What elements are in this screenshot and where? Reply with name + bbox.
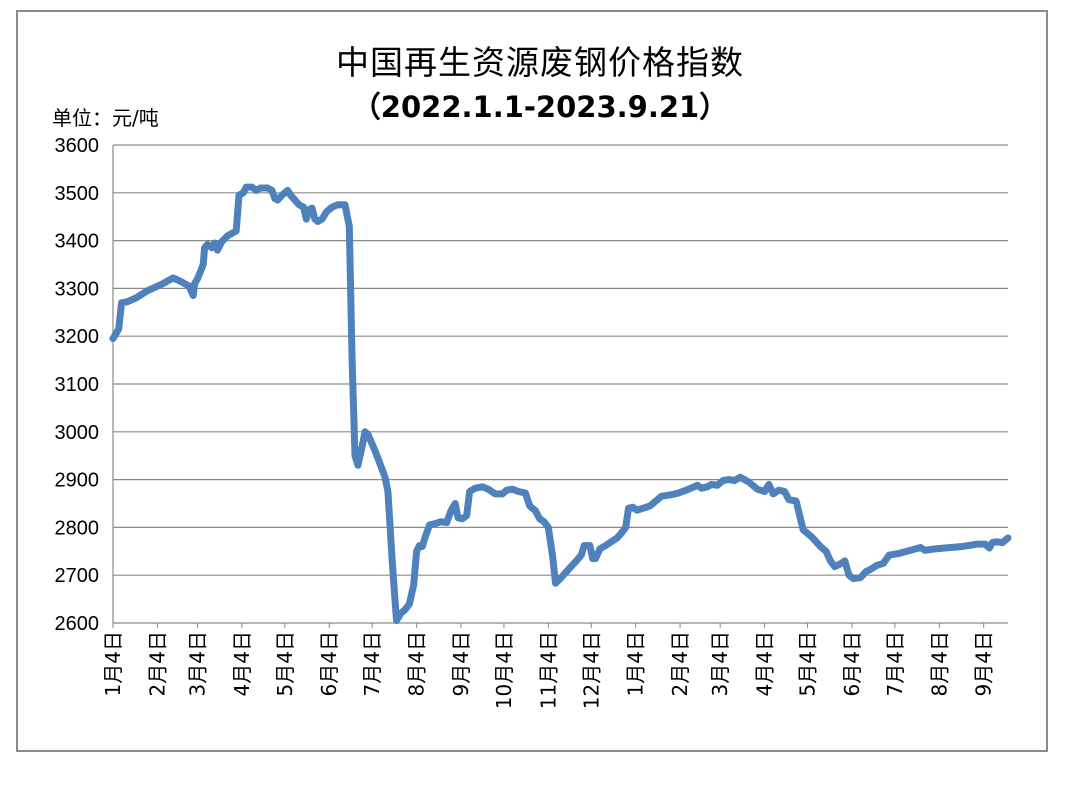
x-tick-label: 7月4日 <box>360 631 384 696</box>
chart-frame <box>16 10 1048 752</box>
x-tick-label: 3月4日 <box>708 631 732 696</box>
chart-title: 中国再生资源废钢价格指数 <box>336 43 744 82</box>
x-tick-label: 8月4日 <box>927 631 951 696</box>
gridlines <box>112 144 1008 624</box>
y-unit-label: 单位：元/吨 <box>52 106 159 130</box>
x-tick-label: 2月4日 <box>668 631 692 696</box>
x-tick-label: 11月4日 <box>536 631 560 709</box>
y-tick-label: 3300 <box>55 278 100 300</box>
x-tick-label: 6月4日 <box>317 631 341 696</box>
y-tick-label: 2900 <box>55 470 100 492</box>
x-tick-label: 8月4日 <box>405 631 429 696</box>
y-tick-label: 3200 <box>55 326 100 348</box>
x-axis-ticks: 1月4日 2月4日 3月4日 4月4日 5月4日 6月4日 7月4日 8月4日 9月4日 10月4… <box>101 623 996 709</box>
y-tick-label: 2600 <box>55 613 100 635</box>
y-axis-ticks: 2600 2700 2800 2900 3000 3100 3200 3300 3400 3500… <box>55 135 100 635</box>
x-tick-label: 9月4日 <box>972 631 996 696</box>
x-tick-label: 10月4日 <box>492 631 516 709</box>
x-tick-label: 3月4日 <box>185 631 209 696</box>
x-tick-label: 6月4日 <box>840 631 864 696</box>
y-tick-label: 3100 <box>55 374 100 396</box>
x-tick-label: 9月4日 <box>449 631 473 696</box>
x-tick-label: 5月4日 <box>273 631 297 696</box>
series-group <box>109 183 1012 625</box>
x-tick-label: 4月4日 <box>230 631 254 696</box>
x-tick-label: 2月4日 <box>145 631 169 696</box>
chart-subtitle: （2022.1.1-2023.9.21） <box>351 90 729 124</box>
x-tick-label: 7月4日 <box>883 631 907 696</box>
x-tick-label: 5月4日 <box>796 631 820 696</box>
x-tick-label: 1月4日 <box>101 631 125 696</box>
y-tick-label: 3600 <box>55 135 100 157</box>
x-tick-label: 12月4日 <box>579 631 603 709</box>
y-tick-label: 3500 <box>55 183 100 205</box>
series-line <box>109 183 1012 625</box>
y-tick-label: 2700 <box>55 565 100 587</box>
y-tick-label: 3000 <box>55 422 100 444</box>
x-tick-label: 1月4日 <box>624 631 648 696</box>
y-tick-label: 2800 <box>55 517 100 539</box>
x-tick-label: 4月4日 <box>753 631 777 696</box>
y-tick-label: 3400 <box>55 231 100 253</box>
